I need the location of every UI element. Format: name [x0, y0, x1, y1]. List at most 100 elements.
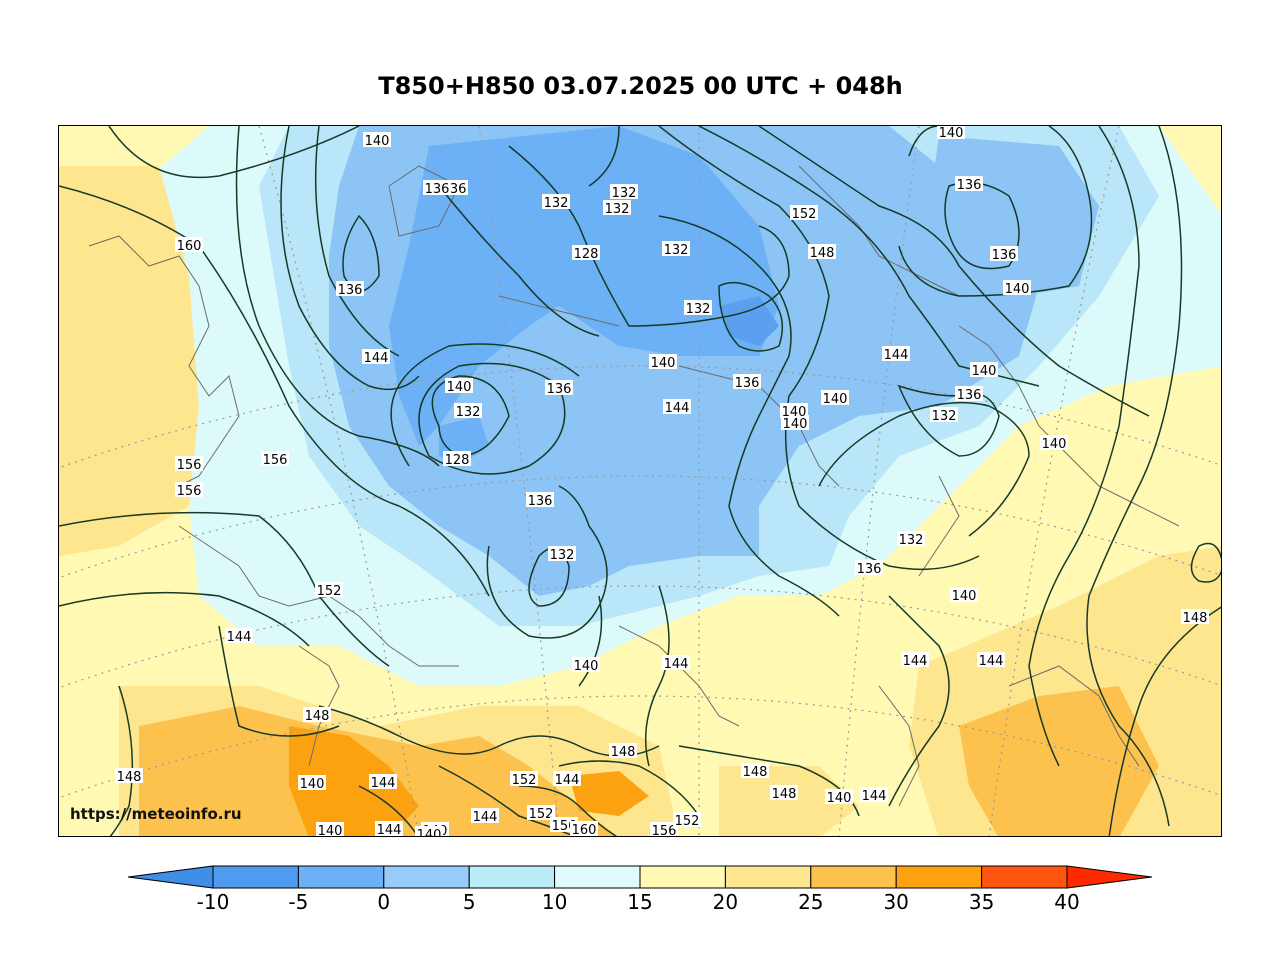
contour-label-bg	[780, 403, 808, 418]
contour-label-bg	[781, 415, 809, 430]
contour-label-bg	[855, 560, 883, 575]
colorbar-tick-label: 20	[712, 890, 739, 914]
contour-label-bg	[303, 707, 331, 722]
contour-label-bg	[175, 237, 203, 252]
contour-label: 140	[417, 828, 442, 837]
colorbar-tick-label: 25	[798, 890, 824, 914]
contour-label-bg	[950, 587, 978, 602]
contour-label-bg	[369, 774, 397, 789]
hottest-core-2	[569, 771, 649, 816]
contour-label: 132	[612, 186, 637, 201]
contour-label: 140	[783, 417, 808, 432]
colorbar	[127, 865, 1153, 889]
contour-label: 132	[664, 243, 689, 258]
contour-label-bg	[901, 652, 929, 667]
contour-label-bg	[663, 399, 691, 414]
colorbar-segment	[639, 865, 726, 889]
colorbar-segment	[212, 865, 299, 889]
contour-label: 128	[445, 453, 470, 468]
contour-label-bg	[261, 451, 289, 466]
contour-label-bg	[510, 771, 538, 786]
contour-label: 128	[574, 247, 599, 262]
contour-label: 144	[371, 776, 396, 791]
contour-label-bg	[542, 194, 570, 209]
contour-label: 140	[952, 589, 977, 604]
contour-label: 144	[473, 810, 498, 825]
temperature-shading	[59, 126, 1221, 836]
contour-label: 152	[529, 807, 554, 822]
colorbar-segments	[127, 865, 1153, 889]
contour-label-bg	[316, 822, 344, 836]
contour-label: 148	[810, 246, 835, 261]
geopotential-contours	[59, 126, 1221, 836]
contour-label: 156	[263, 453, 288, 468]
contour-label: 140	[447, 380, 472, 395]
contour-label-bg	[970, 362, 998, 377]
hottest-core-1	[289, 726, 419, 836]
colorbar-tick-label: 10	[541, 890, 568, 914]
contour-label: 156	[177, 458, 202, 473]
contour-label: 148	[772, 787, 797, 802]
contour-label-bg	[684, 300, 712, 315]
contour-label: 136	[957, 178, 982, 193]
contour-label: 148	[611, 745, 636, 760]
contour-label-bg	[662, 655, 690, 670]
contour-label: 140	[651, 356, 676, 371]
contour-label-bg	[315, 582, 343, 597]
contour-label: 140	[365, 134, 390, 149]
colorbar-tick-label: 0	[377, 890, 391, 914]
contour-label: 140	[574, 659, 599, 674]
contour-label-bg	[770, 785, 798, 800]
contour-label-bg	[572, 657, 600, 672]
contour-label-bg	[572, 245, 600, 260]
contour-label: 140	[827, 791, 852, 806]
map-title: T850+H850 03.07.2025 00 UTC + 048h	[378, 72, 903, 100]
contour-label: 144	[884, 348, 909, 363]
contour-label: 136	[857, 562, 882, 577]
contour-label: 140	[318, 824, 343, 837]
contour-label-bg	[930, 407, 958, 422]
contour-label: 152	[317, 584, 342, 599]
contour-label-bg	[445, 378, 473, 393]
contour-label-bg	[527, 805, 555, 820]
contour-label-bg	[662, 241, 690, 256]
contour-label-bg	[610, 184, 638, 199]
contour-label-bg	[375, 821, 403, 836]
contour-label: 132	[605, 202, 630, 217]
contour-label: 132	[550, 548, 575, 563]
contour-label: 136	[425, 182, 450, 197]
weather-map: 1401361361321321321281521401361361401601…	[59, 126, 1221, 837]
contour-label: 144	[862, 789, 887, 804]
contour-label-bg	[415, 826, 443, 836]
contour-label-bg	[454, 403, 482, 418]
contour-labels: 1401361361321321321281521401361361401601…	[115, 126, 1209, 837]
contour-label: 136	[957, 388, 982, 403]
contour-label: 140	[300, 777, 325, 792]
colorbar-segment	[297, 865, 385, 889]
contour-label-bg	[115, 768, 143, 783]
contour-label-bg	[553, 771, 581, 786]
coastlines	[88, 165, 1180, 807]
warmer-south-central	[719, 766, 859, 836]
contour-label: 140	[782, 405, 807, 420]
colorbar-tick-label: 5	[462, 890, 476, 914]
contour-label: 136	[547, 382, 572, 397]
contour-label-bg	[175, 482, 203, 497]
contour-label: 136	[528, 494, 553, 509]
contour-label: 148	[1183, 611, 1208, 626]
contour-label-bg	[548, 546, 576, 561]
colorbar-tick-label: 15	[627, 890, 653, 914]
contour-label-bg	[650, 822, 678, 836]
contour-label-bg	[990, 246, 1018, 261]
colorbar-extend-low	[127, 865, 214, 889]
watermark-url[interactable]: https://meteoinfo.ru	[70, 805, 242, 823]
contour-label-bg	[225, 628, 253, 643]
contour-label-bg	[825, 789, 853, 804]
contour-label: 148	[743, 765, 768, 780]
hot-southeast	[959, 686, 1159, 836]
contour-label-bg	[955, 176, 983, 191]
contour-label-bg	[860, 787, 888, 802]
contour-label: 152	[512, 773, 537, 788]
contour-label: 132	[686, 302, 711, 317]
colorbar-tick-label: 35	[968, 890, 995, 914]
